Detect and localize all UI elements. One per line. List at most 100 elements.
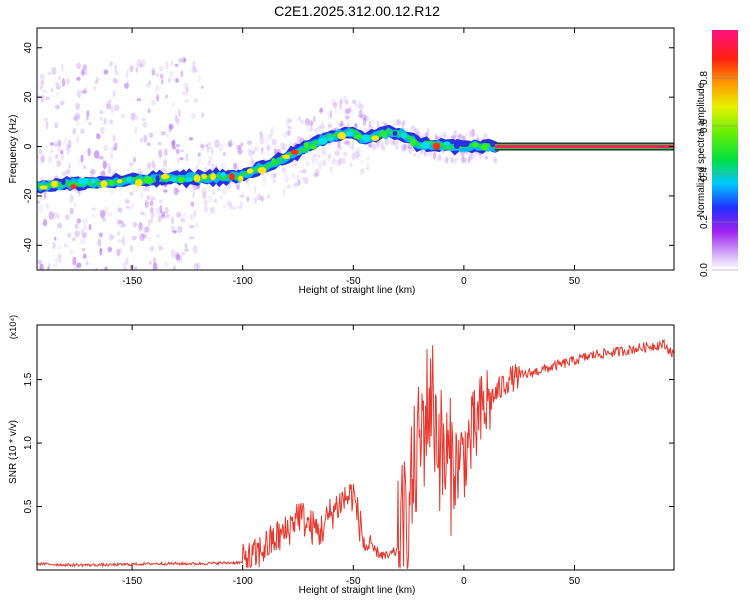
noise-blob (192, 245, 198, 254)
noise-blob (102, 160, 107, 170)
noise-blob (273, 173, 277, 179)
noise-blob (151, 67, 155, 76)
noise-blob (47, 266, 50, 270)
noise-blob (201, 112, 205, 118)
noise-blob (134, 292, 138, 300)
noise-blob (65, 214, 70, 221)
noise-blob (366, 156, 371, 160)
noise-blob (131, 235, 137, 241)
noise-blob (246, 147, 251, 152)
band-blob (70, 184, 77, 190)
noise-blob (103, 144, 108, 152)
noise-blob (108, 103, 112, 110)
noise-blob (180, 217, 186, 223)
noise-blob (457, 134, 462, 139)
band-blob (310, 144, 317, 150)
noise-blob (103, 69, 109, 75)
noise-blob (56, 91, 60, 96)
band-blob (51, 180, 58, 188)
noise-blob (273, 146, 278, 155)
noise-blob (337, 145, 343, 151)
colorbar-tick-label: 0.8 (699, 71, 710, 85)
noise-blob (50, 287, 53, 293)
noise-blob (94, 80, 98, 85)
noise-blob (261, 195, 264, 203)
noise-blob (312, 153, 318, 158)
spectrogram-x-ticks: -150 -100 -50 0 50 (122, 28, 580, 287)
noise-blob (377, 119, 380, 129)
noise-blob (407, 145, 412, 150)
noise-blob (118, 220, 124, 224)
noise-blob (121, 236, 126, 246)
noise-blob (38, 148, 42, 155)
noise-blob (193, 263, 199, 270)
noise-blob (80, 154, 84, 163)
noise-blob (76, 89, 82, 98)
noise-blob (40, 154, 45, 163)
noise-blob (310, 125, 313, 132)
noise-blob (116, 218, 120, 226)
noise-blob (38, 204, 44, 213)
noise-blob (343, 140, 349, 145)
noise-blob (152, 70, 158, 75)
noise-blob (118, 207, 123, 214)
noise-blob (56, 160, 61, 168)
noise-blob (177, 108, 181, 117)
noise-blob (47, 71, 52, 76)
noise-blob (73, 202, 77, 208)
band-blob (392, 130, 398, 136)
noise-blob (152, 69, 155, 76)
noise-blob (155, 95, 160, 101)
noise-blob (129, 191, 134, 196)
noise-blob (58, 257, 62, 264)
noise-blob (37, 278, 42, 281)
noise-blob (434, 157, 439, 162)
noise-blob (165, 214, 170, 219)
noise-blob (241, 191, 245, 197)
noise-blob (403, 119, 407, 125)
noise-blob (65, 169, 71, 175)
noise-blob (131, 202, 135, 210)
noise-blob (197, 152, 201, 157)
noise-blob (203, 194, 206, 201)
noise-blob (286, 184, 291, 189)
noise-blob (291, 163, 296, 167)
noise-blob (129, 65, 134, 73)
noise-blob (171, 272, 174, 278)
noise-blob (222, 186, 228, 196)
noise-blob (338, 157, 342, 165)
noise-blob (354, 122, 358, 130)
noise-blob (145, 225, 149, 233)
noise-blob (184, 99, 189, 103)
noise-blob (139, 63, 144, 68)
noise-blob (214, 139, 220, 149)
noise-blob (172, 230, 177, 234)
noise-blob (164, 206, 169, 215)
noise-blob (250, 153, 254, 161)
x-tick-label: -50 (346, 576, 361, 587)
noise-blob (287, 126, 293, 130)
noise-blob (142, 233, 147, 239)
noise-blob (443, 134, 447, 140)
noise-blob (395, 119, 401, 127)
noise-blob (161, 211, 166, 217)
noise-blob (416, 152, 422, 159)
noise-blob (123, 82, 129, 89)
noise-blob (106, 284, 111, 287)
noise-blob (380, 142, 386, 152)
y-tick-label: 20 (23, 91, 34, 103)
noise-blob (85, 261, 89, 266)
noise-blob (156, 93, 159, 103)
noise-blob (39, 73, 45, 80)
noise-blob (71, 288, 76, 292)
noise-blob (291, 173, 296, 179)
noise-blob (329, 110, 333, 119)
noise-blob (112, 134, 116, 142)
noise-blob (146, 195, 151, 200)
noise-blob (344, 115, 350, 120)
noise-blob (213, 198, 218, 203)
noise-blob (155, 206, 161, 215)
noise-blob (171, 139, 176, 144)
snr-line (37, 338, 674, 569)
noise-blob (39, 263, 44, 270)
